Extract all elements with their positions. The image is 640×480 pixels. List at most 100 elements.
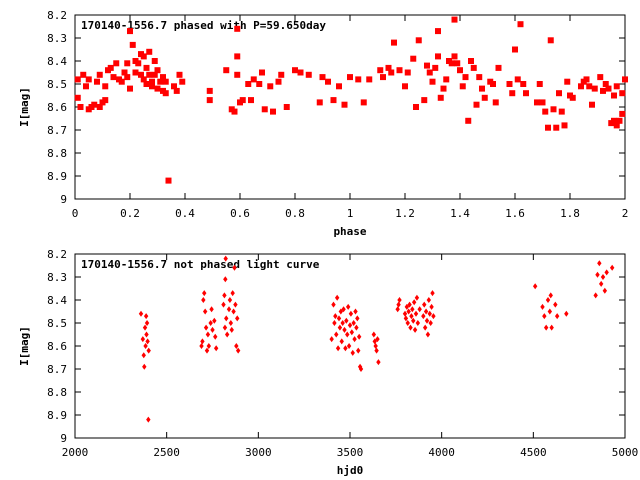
data-point bbox=[595, 271, 600, 278]
data-point bbox=[539, 99, 546, 106]
data-point bbox=[605, 85, 612, 92]
data-point bbox=[402, 83, 408, 90]
data-point bbox=[146, 416, 151, 423]
data-point bbox=[333, 313, 338, 320]
data-point bbox=[351, 320, 356, 326]
data-point bbox=[405, 320, 410, 326]
chart-1: 0 0.2 0.4 0.6 0.8 1 1.2 1.4 1.6 1.8 2 8.2 8.3 8.4 8.5 8… bbox=[18, 9, 628, 238]
data-point bbox=[553, 301, 558, 308]
data-point bbox=[140, 53, 147, 60]
data-point bbox=[597, 260, 602, 267]
data-point bbox=[204, 347, 210, 354]
x-tick-label: 1.6 bbox=[505, 207, 525, 220]
x-tick-label: 1.8 bbox=[560, 207, 580, 220]
data-point bbox=[341, 306, 346, 313]
data-point bbox=[346, 343, 352, 349]
data-point bbox=[162, 78, 169, 85]
data-point bbox=[600, 274, 606, 280]
data-point bbox=[206, 343, 212, 349]
y-tick-label: 8.9 bbox=[47, 170, 67, 183]
data-point bbox=[429, 303, 434, 310]
data-series bbox=[74, 16, 628, 184]
data-point bbox=[619, 110, 626, 117]
data-point bbox=[256, 81, 263, 87]
data-point bbox=[176, 71, 183, 78]
data-point bbox=[492, 99, 499, 106]
data-point bbox=[210, 326, 215, 333]
data-point bbox=[245, 81, 252, 87]
data-point bbox=[356, 333, 362, 340]
data-point bbox=[77, 104, 84, 110]
data-point bbox=[344, 317, 349, 324]
data-point bbox=[345, 303, 351, 310]
data-point bbox=[292, 67, 298, 74]
data-point bbox=[564, 310, 569, 317]
data-point bbox=[569, 94, 576, 101]
data-series bbox=[138, 255, 615, 423]
data-point bbox=[459, 83, 466, 90]
data-point bbox=[96, 71, 103, 78]
data-point bbox=[203, 324, 209, 331]
data-point bbox=[542, 108, 549, 115]
y-axis-label: I[mag] bbox=[18, 326, 31, 366]
data-point bbox=[212, 317, 217, 324]
data-point bbox=[154, 67, 161, 74]
data-point bbox=[591, 85, 598, 92]
data-point bbox=[222, 324, 228, 331]
data-point bbox=[336, 315, 342, 322]
data-point bbox=[234, 53, 241, 60]
data-point bbox=[142, 324, 148, 331]
data-point bbox=[396, 67, 403, 74]
data-point bbox=[142, 363, 147, 370]
x-tick-label: 0.2 bbox=[120, 207, 140, 220]
data-point bbox=[586, 83, 593, 90]
data-point bbox=[426, 297, 432, 303]
data-point bbox=[208, 320, 213, 326]
x-tick-label: 4000 bbox=[428, 446, 455, 459]
y-tick-label: 8.7 bbox=[47, 124, 67, 137]
data-point bbox=[224, 331, 230, 338]
data-point bbox=[411, 299, 417, 306]
y-tick-label: 8.6 bbox=[47, 340, 67, 353]
data-point bbox=[235, 315, 240, 322]
data-point bbox=[144, 331, 149, 338]
y-tick-label: 8.8 bbox=[47, 147, 67, 160]
data-point bbox=[171, 83, 177, 90]
data-point bbox=[213, 345, 219, 352]
data-point bbox=[435, 28, 441, 35]
data-point bbox=[340, 320, 345, 326]
data-point bbox=[520, 81, 527, 87]
data-point bbox=[121, 69, 128, 76]
y-tick-label: 8.2 bbox=[47, 248, 67, 261]
chart-title: 170140-1556.7 not phased light curve bbox=[81, 258, 320, 271]
data-point bbox=[325, 78, 331, 85]
data-point bbox=[407, 301, 412, 308]
y-tick-label: 8.3 bbox=[47, 271, 67, 284]
data-point bbox=[332, 320, 337, 326]
data-point bbox=[270, 108, 276, 115]
data-point bbox=[297, 69, 304, 76]
data-point bbox=[342, 326, 347, 333]
x-tick-label: 0.4 bbox=[175, 207, 195, 220]
data-point bbox=[377, 67, 384, 74]
data-point bbox=[179, 78, 186, 85]
data-point bbox=[517, 21, 524, 28]
data-point bbox=[200, 338, 205, 345]
data-point bbox=[374, 347, 379, 354]
data-point bbox=[583, 76, 590, 83]
data-point bbox=[234, 343, 239, 349]
data-point bbox=[457, 67, 463, 74]
data-point bbox=[403, 315, 409, 322]
data-point bbox=[234, 71, 241, 78]
data-point bbox=[319, 74, 326, 81]
data-point bbox=[404, 69, 411, 76]
data-point bbox=[465, 117, 472, 124]
data-point bbox=[129, 41, 136, 48]
data-point bbox=[415, 320, 421, 326]
data-point bbox=[231, 108, 238, 115]
data-point bbox=[356, 347, 361, 354]
data-point bbox=[353, 308, 358, 315]
data-point bbox=[578, 83, 584, 90]
data-point bbox=[141, 352, 146, 359]
data-point bbox=[96, 104, 103, 110]
